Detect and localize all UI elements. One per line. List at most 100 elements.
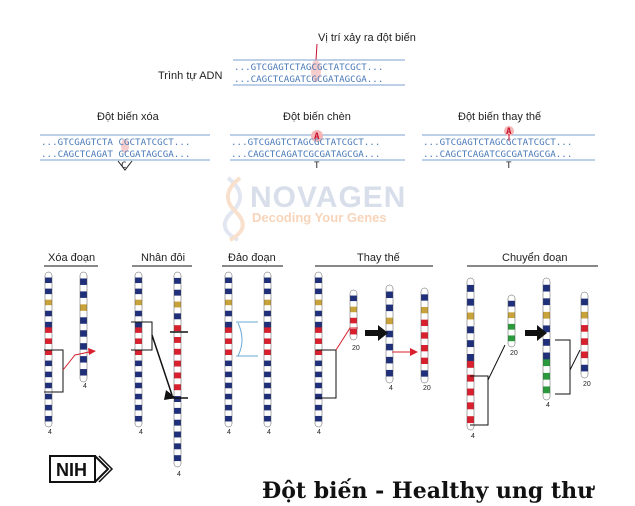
chromosome-band xyxy=(135,355,142,361)
chromosome-band xyxy=(135,316,142,323)
chromosome-band xyxy=(135,377,142,384)
chromosome-band xyxy=(264,277,271,284)
substitution-title: Đột biến thay thế xyxy=(458,111,541,123)
substitution-mark-top: A xyxy=(506,126,512,137)
chromosome-band xyxy=(421,357,428,365)
chromosome-band xyxy=(135,393,142,400)
chromosome-band xyxy=(264,377,271,384)
chromosome-outline xyxy=(542,277,551,401)
chromosome-band xyxy=(174,455,181,462)
chromosome-band xyxy=(264,343,271,350)
chromosome-band xyxy=(543,372,550,380)
chromosome-band xyxy=(467,278,474,286)
chromosome-band xyxy=(467,381,474,389)
chromosome-band xyxy=(315,294,322,300)
chromosome-band xyxy=(174,396,181,403)
chromosome-band xyxy=(508,306,515,313)
dna-sequence-bottom: ...CAGCTCAGATCGCGATAGCGA... xyxy=(234,74,383,85)
chromosome-band xyxy=(543,298,550,306)
chromosome-band xyxy=(581,305,588,313)
chromosome-band xyxy=(386,356,393,364)
chromosome-band xyxy=(467,416,474,424)
chromosome-band xyxy=(508,329,515,336)
chromosome-4-duplicated xyxy=(173,271,182,468)
arrow-icon xyxy=(525,325,547,341)
chromosome-band xyxy=(543,311,550,319)
chromosome-band xyxy=(80,375,87,382)
chromosome-band xyxy=(135,404,142,411)
chromosome-band xyxy=(315,399,322,406)
chromosome-band xyxy=(135,343,142,350)
chromosome-band xyxy=(45,388,52,395)
arrows xyxy=(88,325,547,400)
chromosome-band xyxy=(45,299,52,306)
chromosome-band xyxy=(467,298,474,306)
chromosome-band xyxy=(80,369,87,376)
chromosome-band xyxy=(225,371,232,378)
insertion-mark-top: A xyxy=(314,131,320,142)
chromosome-band xyxy=(174,461,181,467)
chromosome-band xyxy=(350,306,357,313)
chromosome-band xyxy=(174,437,181,444)
chromosome-band xyxy=(350,323,357,330)
chromosome-band xyxy=(315,421,322,427)
chromosome-band xyxy=(581,371,588,378)
deletion-bulge xyxy=(117,160,133,171)
substitution-seq-bottom: ...CAGCTCAGATCGCGATAGCGA... xyxy=(423,149,572,160)
chromosome-band xyxy=(174,407,181,415)
chromosome-band xyxy=(135,415,142,422)
chromosome-4 xyxy=(134,271,143,428)
chromosome-band xyxy=(135,410,142,417)
chromosome-band xyxy=(45,349,52,356)
chromosome-band xyxy=(315,377,322,384)
chromosome-band xyxy=(135,305,142,312)
chromosome-band xyxy=(543,393,550,400)
nih-logo-text: NIH xyxy=(56,460,87,480)
chromosome-band xyxy=(174,295,181,302)
watermark-logo xyxy=(222,176,245,242)
chromosome-band xyxy=(508,312,515,319)
chromosome-band xyxy=(467,395,474,403)
chromosome-band xyxy=(467,367,474,376)
chromosome-band xyxy=(80,336,87,344)
chromo-title-duplication: Nhân đôi xyxy=(141,252,185,264)
chromosome-band xyxy=(421,345,428,352)
chromosome-band xyxy=(225,410,232,417)
chromosome-band xyxy=(315,327,322,334)
chromosome-band xyxy=(315,371,322,378)
chromosome-band xyxy=(174,319,181,326)
chromo-title-substitution: Thay thế xyxy=(357,252,400,264)
chromosome-band xyxy=(45,321,52,328)
chromo-label: 4 xyxy=(267,429,271,436)
chromosome-band xyxy=(421,332,428,339)
chromosome-band xyxy=(174,372,181,379)
chromosome-band xyxy=(135,338,142,345)
chromosome-band xyxy=(225,294,232,300)
chromosome-band xyxy=(225,338,232,345)
mutation-site-pointer xyxy=(315,43,318,61)
chromosome-band xyxy=(386,330,393,338)
watermark-brand: NOVAGEN xyxy=(250,181,406,214)
chromosome-band xyxy=(174,431,181,438)
dna-sequence-top: ...GTCGAGTCTAGCGCTATCGCT... xyxy=(234,62,383,73)
chromosome-band xyxy=(467,333,474,341)
chromosome-band xyxy=(264,415,271,422)
chromosome-band xyxy=(543,345,550,353)
chromo-label: 4 xyxy=(389,385,393,392)
chromosome-band xyxy=(467,326,474,334)
deletion-mark: C xyxy=(121,160,127,171)
chromosome-band xyxy=(225,355,232,361)
chromosome-band xyxy=(350,312,357,319)
chromosome-band xyxy=(264,382,271,389)
chromosome-band xyxy=(45,288,52,295)
chromosome-band xyxy=(508,335,515,342)
chromosome-outline xyxy=(79,271,88,383)
chromosome-band xyxy=(508,300,515,307)
chromosome-band xyxy=(467,312,474,320)
chromosome-band xyxy=(467,360,474,369)
chromosome-band xyxy=(264,371,271,378)
chromosome-4 xyxy=(314,271,323,428)
chromosome-band xyxy=(315,360,322,367)
chromosome-band xyxy=(225,310,232,317)
chromosome-outline xyxy=(466,277,475,431)
